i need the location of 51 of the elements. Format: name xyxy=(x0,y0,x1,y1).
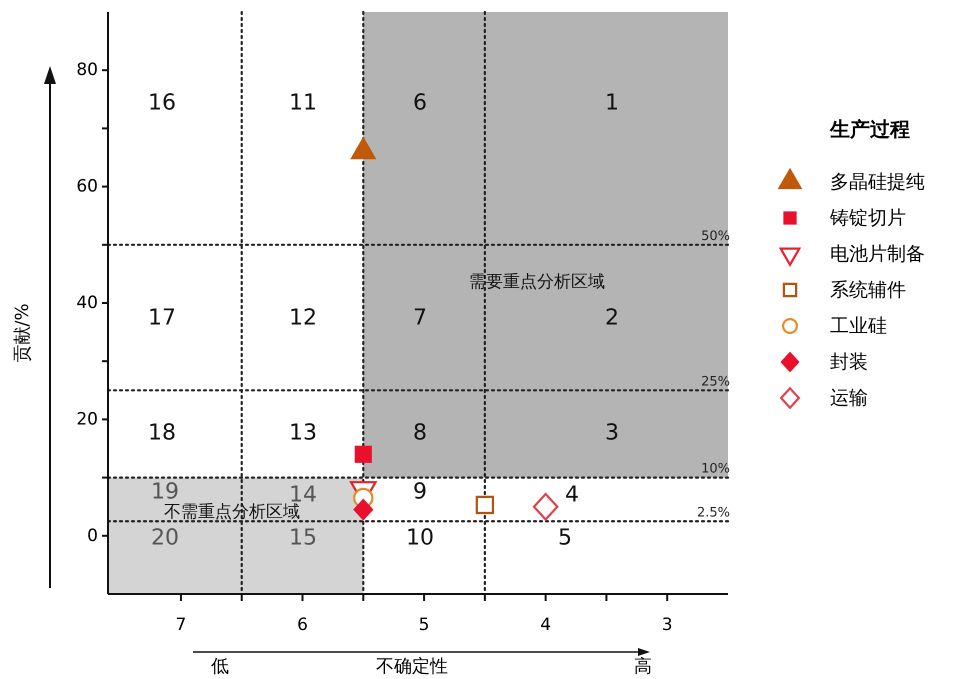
legend-label: 工业硅 xyxy=(830,315,887,337)
annotation: 10 xyxy=(406,526,434,550)
x-tick-label: 3 xyxy=(662,615,673,635)
legend-title: 生产过程 xyxy=(829,117,910,141)
text: 高 xyxy=(634,656,652,677)
y-axis-title: 贡献/% xyxy=(12,303,33,363)
point xyxy=(476,496,494,514)
annotation: 8 xyxy=(413,420,427,446)
y-tick-label: 80 xyxy=(76,60,98,80)
ref-line-label: 10% xyxy=(701,462,730,477)
annotation: 3 xyxy=(605,420,619,446)
legend-label: 系统辅件 xyxy=(830,279,906,301)
text: 低 xyxy=(211,656,229,677)
y-tick-label: 20 xyxy=(76,409,98,430)
x-tick-label: 7 xyxy=(176,615,186,635)
ref-line-label: 25% xyxy=(701,374,730,390)
annotation: 5 xyxy=(558,526,572,550)
annotation: 6 xyxy=(413,90,427,116)
annotation: 2 xyxy=(605,306,619,330)
annotation: 需要重点分析区域 xyxy=(469,272,605,292)
annotation: 11 xyxy=(289,90,317,116)
annotation: 19 xyxy=(151,480,179,504)
legend-label: 多晶硅提纯 xyxy=(830,171,925,193)
x-tick-label: 4 xyxy=(540,615,552,635)
annotation: 7 xyxy=(413,306,427,330)
x-tick-label: 5 xyxy=(418,615,430,635)
annotation: 9 xyxy=(413,480,427,504)
point xyxy=(532,492,558,521)
annotation: 18 xyxy=(148,420,176,446)
point xyxy=(354,446,372,463)
annotation: 17 xyxy=(148,306,176,330)
ref-line-label: 2.5% xyxy=(696,505,730,520)
annotation: 16 xyxy=(148,90,176,116)
annotation: 4 xyxy=(565,482,579,508)
legend-label: 运输 xyxy=(830,387,868,409)
legend-label: 电池片制备 xyxy=(830,243,925,265)
x-tick-label: 6 xyxy=(297,615,308,635)
annotation: 12 xyxy=(289,306,317,330)
y-tick-label: 40 xyxy=(76,293,98,313)
annotation: 1 xyxy=(605,90,619,116)
point xyxy=(353,498,374,520)
ref-line-label: 50% xyxy=(701,228,730,244)
y-tick-label: 0 xyxy=(87,526,98,546)
legend-label: 铸锭切片 xyxy=(829,207,906,229)
legend-label: 封装 xyxy=(830,351,868,373)
y-tick-label: 60 xyxy=(76,176,98,197)
annotation: 20 xyxy=(151,526,179,550)
x-axis-title: 不确定性 xyxy=(376,656,448,677)
annotation: 15 xyxy=(289,526,317,550)
point xyxy=(350,137,376,160)
annotation: 13 xyxy=(289,420,317,446)
